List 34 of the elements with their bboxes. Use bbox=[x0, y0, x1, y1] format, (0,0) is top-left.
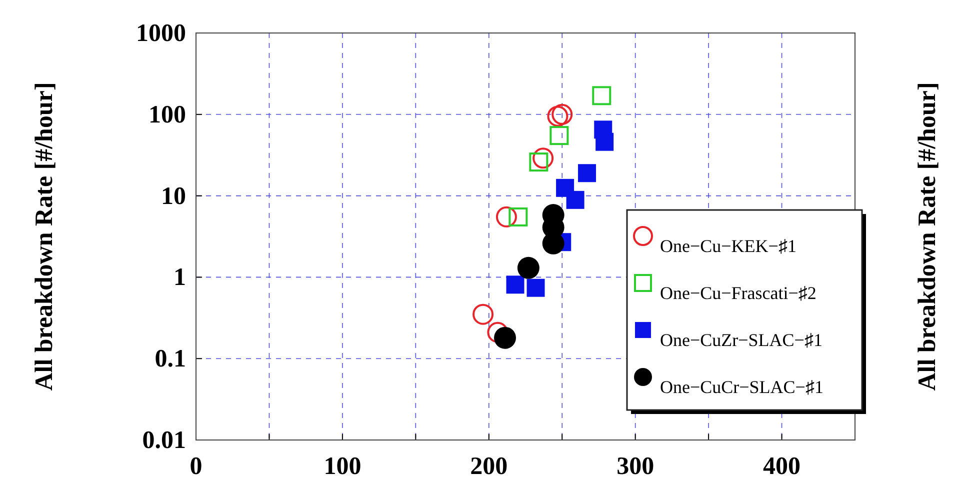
x-tick-label: 300 bbox=[616, 453, 654, 480]
legend-label: One−CuZr−SLAC−♯1 bbox=[660, 330, 822, 350]
point bbox=[596, 132, 614, 151]
point bbox=[532, 148, 554, 169]
y-tick-label: 0.01 bbox=[142, 427, 186, 454]
x-tick-label: 400 bbox=[763, 453, 801, 480]
point bbox=[566, 190, 584, 209]
x-tick-label: 0 bbox=[190, 453, 202, 480]
point bbox=[508, 207, 528, 226]
point bbox=[552, 104, 573, 125]
point bbox=[506, 276, 524, 294]
point bbox=[529, 152, 548, 172]
y-tick-label: 1000 bbox=[136, 20, 186, 47]
y-tick-label: 10 bbox=[161, 182, 186, 210]
point bbox=[472, 304, 494, 325]
y-tick-label: 100 bbox=[148, 101, 186, 128]
y-axis-title: All breakdown Rate [#/hour] bbox=[31, 82, 58, 391]
point bbox=[496, 206, 517, 228]
point bbox=[487, 322, 508, 343]
x-tick-label: 100 bbox=[324, 453, 362, 480]
x-tick-label: 200 bbox=[470, 453, 508, 480]
y-tick-label: 1 bbox=[174, 264, 186, 292]
y-tick-label: 0.1 bbox=[154, 346, 186, 373]
point bbox=[547, 106, 568, 127]
point bbox=[494, 326, 516, 349]
point bbox=[526, 278, 545, 297]
point bbox=[517, 256, 540, 279]
legend-label: One−Cu−KEK−♯1 bbox=[660, 236, 796, 256]
point bbox=[592, 86, 612, 106]
y2-axis-title: All breakdown Rate [#/hour] bbox=[914, 82, 941, 391]
legend-label: One−CuCr−SLAC−♯1 bbox=[660, 377, 824, 397]
point bbox=[550, 126, 569, 146]
legend-label: One−Cu−Frascati−♯2 bbox=[660, 283, 816, 303]
point bbox=[578, 164, 596, 182]
